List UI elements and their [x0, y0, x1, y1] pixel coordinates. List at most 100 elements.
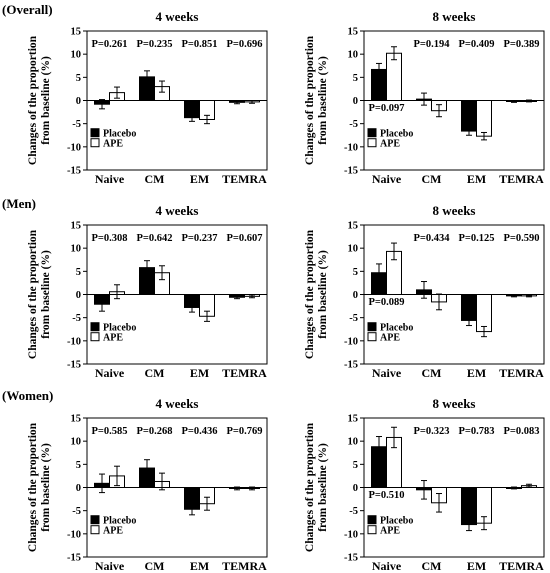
y-axis-label-line1: Changes of the proportion [27, 35, 39, 165]
y-axis-label-line1: Changes of the proportion [27, 422, 39, 552]
category-label: EM [190, 366, 209, 380]
y-tick-label: -15 [67, 360, 81, 371]
panel-5: (Women) 4 weeks Changes of the proportionf… [2, 388, 268, 573]
legend-swatch-placebo [367, 322, 377, 332]
y-tick-label: -15 [67, 553, 81, 564]
legend-label-ape: APE [380, 333, 400, 344]
y-tick-label: 0 [76, 290, 81, 301]
y-axis-label-line2: from baseline (%) [40, 443, 52, 532]
category-label: Naive [95, 366, 125, 380]
p-value-label: P=0.237 [181, 233, 217, 244]
legend-label-ape: APE [380, 139, 400, 150]
panel-1: (Overall) 4 weeks Changes of the proportio… [2, 2, 268, 186]
y-tick-label: -10 [67, 142, 81, 153]
p-value-label: P=0.434 [413, 233, 450, 244]
category-label: TEMRA [499, 172, 544, 186]
category-label: EM [190, 559, 209, 573]
p-value-label: P=0.323 [413, 426, 449, 437]
legend-label-placebo: Placebo [380, 323, 413, 334]
y-tick-label: -15 [67, 166, 81, 177]
y-tick-label: -5 [349, 119, 358, 130]
legend-swatch-placebo [367, 128, 377, 138]
p-value-label: P=0.436 [181, 426, 217, 437]
legend-label-ape: APE [380, 526, 400, 537]
category-label: Naive [95, 172, 125, 186]
legend-label-ape: APE [103, 333, 123, 344]
category-label: CM [422, 366, 442, 380]
legend-label-placebo: Placebo [103, 323, 136, 334]
category-label: CM [422, 172, 442, 186]
y-tick-label: -5 [349, 313, 358, 324]
category-label: EM [467, 559, 486, 573]
y-tick-label: 10 [348, 50, 359, 61]
bar-ape [386, 52, 402, 101]
legend-label-placebo: Placebo [380, 516, 413, 527]
legend-swatch-ape [367, 138, 377, 148]
section-label: (Men) [2, 196, 36, 211]
y-tick-label: -5 [72, 313, 81, 324]
p-value-label: P=0.642 [136, 233, 172, 244]
legend-swatch-placebo [90, 515, 100, 525]
y-tick-label: -15 [344, 553, 358, 564]
p-value-label: P=0.083 [503, 426, 539, 437]
y-axis-label-line2: from baseline (%) [317, 56, 329, 145]
y-tick-label: -15 [344, 166, 358, 177]
section-label: (Overall) [2, 2, 53, 17]
y-axis-label-line1: Changes of the proportion [304, 422, 316, 552]
y-tick-label: 15 [71, 221, 82, 232]
category-label: CM [145, 172, 165, 186]
panel-title: 4 weeks [156, 9, 199, 24]
y-tick-label: -5 [72, 119, 81, 130]
y-axis-label: Changes of the proportionfrom baseline (… [304, 422, 329, 552]
y-tick-label: 5 [353, 73, 358, 84]
y-tick-label: 15 [71, 27, 82, 38]
y-tick-label: -10 [344, 336, 358, 347]
y-axis-label: Changes of the proportionfrom baseline (… [27, 229, 52, 359]
category-label: TEMRA [499, 559, 544, 573]
y-tick-label: -10 [344, 142, 358, 153]
legend-label-ape: APE [103, 526, 123, 537]
y-tick-label: 0 [76, 483, 81, 494]
y-axis-label-line1: Changes of the proportion [304, 35, 316, 165]
y-tick-label: 15 [348, 27, 359, 38]
y-tick-label: 5 [353, 460, 358, 471]
y-tick-label: -5 [72, 506, 81, 517]
legend-swatch-ape [90, 138, 100, 148]
y-tick-label: 0 [353, 483, 358, 494]
y-tick-label: -10 [344, 529, 358, 540]
y-axis-label: Changes of the proportionfrom baseline (… [304, 35, 329, 165]
y-tick-label: 10 [71, 244, 82, 255]
y-axis-label-line2: from baseline (%) [40, 250, 52, 339]
category-label: CM [145, 366, 165, 380]
y-tick-label: 0 [353, 96, 358, 107]
p-value-label: P=0.089 [368, 297, 404, 308]
p-value-label: P=0.268 [136, 426, 172, 437]
p-value-label: P=0.235 [136, 39, 172, 50]
y-tick-label: 5 [76, 460, 81, 471]
p-value-label: P=0.769 [226, 426, 262, 437]
panel-3: (Men) 4 weeks Changes of the proportionfro… [2, 196, 268, 380]
p-value-label: P=0.409 [458, 39, 494, 50]
y-tick-label: 15 [348, 414, 359, 425]
y-tick-label: -10 [67, 336, 81, 347]
p-value-label: P=0.696 [226, 39, 262, 50]
category-label: TEMRA [222, 172, 267, 186]
y-axis-label-line1: Changes of the proportion [304, 229, 316, 359]
category-label: Naive [372, 559, 402, 573]
category-label: Naive [372, 366, 402, 380]
y-tick-label: 15 [71, 414, 82, 425]
legend-label-placebo: Placebo [380, 129, 413, 140]
y-tick-label: -15 [344, 360, 358, 371]
category-label: Naive [372, 172, 402, 186]
y-tick-label: 10 [71, 50, 82, 61]
bar-ape [476, 100, 492, 137]
y-tick-label: 0 [353, 290, 358, 301]
category-label: EM [467, 172, 486, 186]
p-value-label: P=0.097 [368, 103, 404, 114]
legend-swatch-placebo [90, 128, 100, 138]
category-label: CM [145, 559, 165, 573]
category-label: CM [422, 559, 442, 573]
y-tick-label: 5 [76, 73, 81, 84]
y-tick-label: 10 [71, 437, 82, 448]
